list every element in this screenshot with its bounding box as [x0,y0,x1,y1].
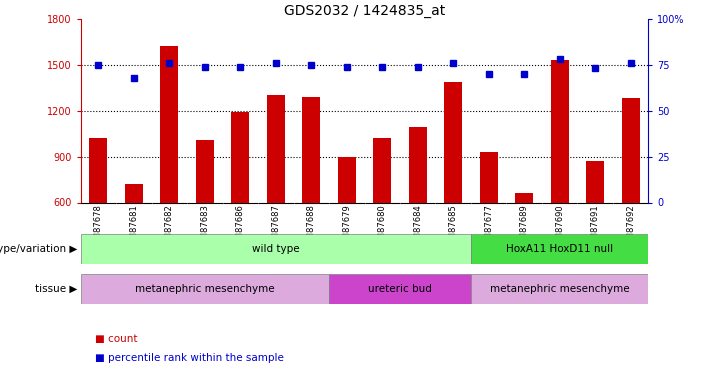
Bar [586,161,604,202]
Bar [231,112,249,202]
Bar [374,138,391,202]
Text: HoxA11 HoxD11 null: HoxA11 HoxD11 null [506,244,613,254]
Bar [267,95,285,202]
Text: wild type: wild type [252,244,299,254]
Bar [551,60,569,202]
Bar [329,274,471,304]
Bar [90,138,107,202]
Bar [125,184,143,203]
Bar [409,128,427,202]
Bar [81,274,329,304]
Bar [515,194,533,202]
Bar [480,152,498,202]
Text: tissue ▶: tissue ▶ [35,284,77,294]
Bar [302,97,320,202]
Bar [622,98,639,202]
Text: ureteric bud: ureteric bud [368,284,432,294]
Bar [471,234,648,264]
Bar [81,234,471,264]
Text: ■ percentile rank within the sample: ■ percentile rank within the sample [95,353,283,363]
Bar [338,158,355,203]
Text: metanephric mesenchyme: metanephric mesenchyme [135,284,275,294]
Bar [196,140,214,202]
Text: metanephric mesenchyme: metanephric mesenchyme [490,284,629,294]
Title: GDS2032 / 1424835_at: GDS2032 / 1424835_at [284,4,445,18]
Bar [471,274,648,304]
Bar [161,46,178,202]
Text: ■ count: ■ count [95,334,137,344]
Text: genotype/variation ▶: genotype/variation ▶ [0,244,77,254]
Bar [444,81,462,203]
